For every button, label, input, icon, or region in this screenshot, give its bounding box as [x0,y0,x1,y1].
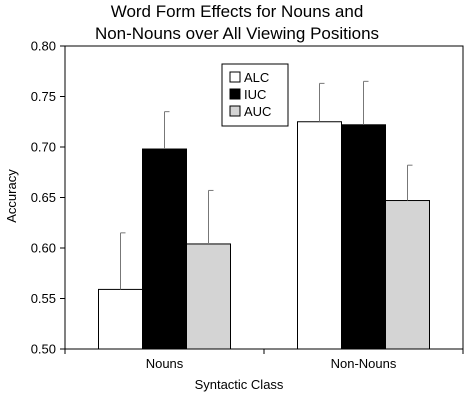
legend: ALC IUC AUC [221,63,289,127]
bar-alc [98,288,143,350]
bar-iuc [341,124,386,350]
legend-label-iuc: IUC [244,87,266,102]
y-tick-label: 0.80 [31,39,56,54]
x-category-label: Non-Nouns [331,356,397,371]
y-tick-label: 0.65 [31,190,56,205]
bar-auc [385,200,430,350]
legend-swatch-iuc [229,88,241,100]
chart-title-line-2: Non-Nouns over All Viewing Positions [95,24,379,43]
y-tick-label: 0.50 [31,342,56,357]
x-category-label: Nouns [146,356,184,371]
bar-auc [186,243,231,350]
y-tick-label: 0.75 [31,89,56,104]
plot-area: 0.50 0.55 0.60 0.65 0.70 0.75 0.80 Nouns Non-Nou… [31,39,464,371]
x-axis-label: Syntactic Class [195,377,284,392]
y-axis-label: Accuracy [4,169,19,223]
legend-label-alc: ALC [244,70,269,85]
legend-label-auc: AUC [244,104,271,119]
bar-iuc [142,148,187,350]
bar-alc [297,121,342,350]
chart-title-line-1: Word Form Effects for Nouns and [111,2,364,21]
legend-swatch-alc [229,71,241,83]
y-tick-label: 0.55 [31,291,56,306]
y-tick-label: 0.60 [31,241,56,256]
y-tick-label: 0.70 [31,140,56,155]
chart-title: Word Form Effects for Nouns and Non-Noun… [95,2,379,43]
legend-swatch-auc [229,105,241,117]
